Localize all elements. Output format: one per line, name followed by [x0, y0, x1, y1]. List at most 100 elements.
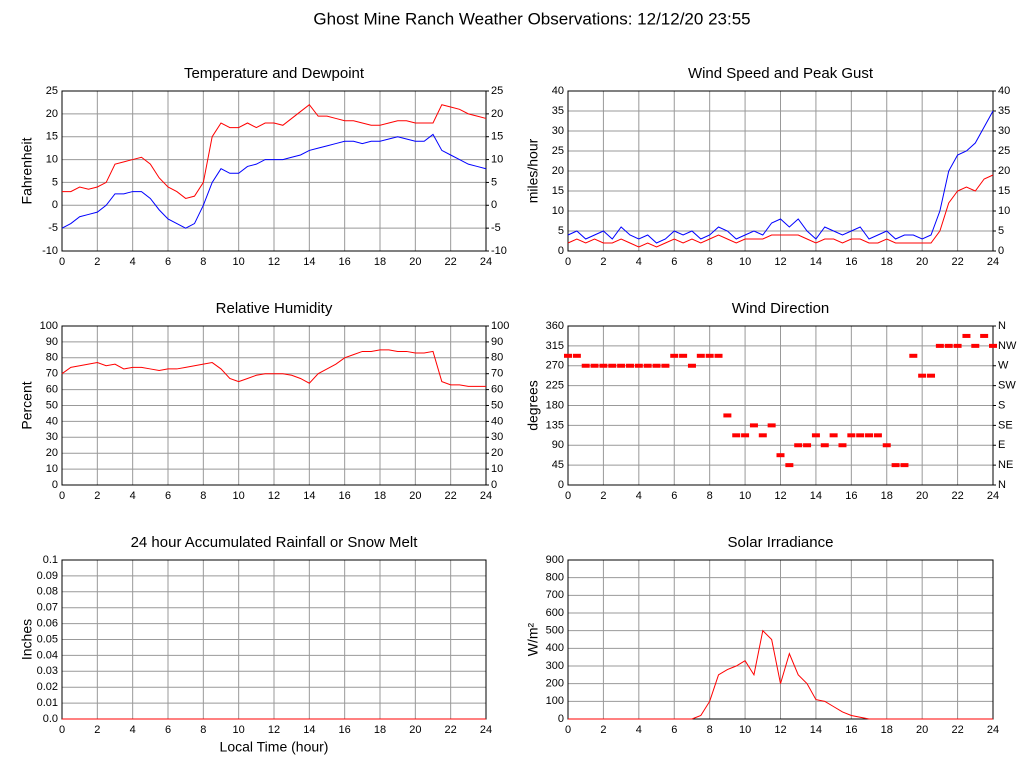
x-tick-label: 18 [881, 490, 893, 502]
y2-tick-label: SE [998, 419, 1013, 431]
x-tick-label: 24 [987, 724, 999, 736]
x-tick-label: 6 [671, 724, 677, 736]
data-line [62, 104, 487, 199]
y-tick-label: 700 [546, 589, 564, 601]
x-tick-label: 12 [268, 490, 280, 502]
x-tick-label: 20 [409, 724, 421, 736]
y-tick-label: 20 [46, 447, 58, 459]
data-point [714, 353, 723, 358]
y-tick-label: 15 [552, 185, 564, 197]
x-tick-label: 4 [130, 724, 136, 736]
y-tick-label: 20 [46, 108, 58, 120]
data-point [670, 353, 679, 358]
x-tick-label: 0 [59, 256, 65, 268]
x-tick-label: 16 [845, 490, 857, 502]
y-tick-label: 0 [52, 199, 58, 211]
x-tick-label: 6 [165, 490, 171, 502]
y-tick-label: 90 [46, 336, 58, 348]
plot-frame [567, 90, 994, 252]
y-tick-label: 0 [558, 245, 564, 257]
data-point [564, 353, 572, 358]
chart-title: Solar Irradiance [728, 534, 834, 551]
y-tick-label: 35 [552, 105, 564, 117]
y2-tick-label: 40 [491, 415, 503, 427]
y-tick-label: 40 [552, 85, 564, 97]
x-tick-label: 14 [810, 490, 822, 502]
data-line [567, 174, 994, 248]
data-point [572, 353, 581, 358]
x-tick-label: 0 [565, 724, 571, 736]
y2-tick-label: 10 [998, 205, 1010, 217]
data-line [567, 110, 994, 244]
x-tick-label: 18 [374, 256, 386, 268]
y-tick-label: -10 [42, 245, 58, 257]
x-tick-label: 4 [130, 256, 136, 268]
x-tick-label: 0 [565, 256, 571, 268]
chart-title: Wind Direction [732, 300, 830, 317]
y-tick-label: 0 [558, 713, 564, 725]
data-point [900, 463, 909, 468]
y2-tick-label: 20 [998, 165, 1010, 177]
x-tick-label: 24 [480, 490, 492, 502]
y-tick-label: 40 [46, 415, 58, 427]
x-tick-label: 10 [233, 490, 245, 502]
x-tick-label: 8 [200, 724, 206, 736]
x-tick-label: 10 [739, 724, 751, 736]
y-tick-label: 0.03 [37, 665, 58, 677]
y2-tick-label: NW [998, 340, 1017, 352]
y-tick-label: 45 [552, 459, 564, 471]
data-point [935, 343, 944, 348]
x-tick-label: 0 [59, 724, 65, 736]
y-tick-label: 0.1 [43, 554, 58, 566]
data-point [767, 423, 776, 428]
y-tick-label: 0.02 [37, 681, 58, 693]
y-tick-label: -5 [48, 222, 58, 234]
y-tick-label: 0.09 [37, 570, 58, 582]
x-tick-label: 2 [600, 490, 606, 502]
data-point [891, 463, 900, 468]
y-tick-label: 80 [46, 352, 58, 364]
data-point [918, 373, 927, 378]
x-tick-label: 2 [600, 724, 606, 736]
data-point [927, 373, 936, 378]
x-tick-label: 12 [268, 724, 280, 736]
data-point [944, 343, 953, 348]
x-tick-label: 4 [636, 256, 642, 268]
plot-frame [61, 325, 487, 486]
data-point [980, 333, 989, 338]
y2-tick-label: 20 [491, 108, 503, 120]
x-tick-label: 16 [339, 724, 351, 736]
y2-tick-label: 40 [998, 85, 1010, 97]
y2-tick-label: 10 [491, 153, 503, 165]
y-tick-label: 100 [40, 320, 58, 332]
x-tick-label: 24 [480, 724, 492, 736]
y2-tick-label: 30 [998, 125, 1010, 137]
data-point [705, 353, 714, 358]
x-tick-label: 14 [303, 490, 315, 502]
data-line [61, 349, 486, 387]
y-tick-label: 360 [546, 320, 564, 332]
data-point [608, 363, 617, 368]
x-tick-label: 2 [94, 724, 100, 736]
x-tick-label: 24 [987, 490, 999, 502]
x-axis-label: Local Time (hour) [220, 739, 329, 755]
y2-tick-label: 100 [491, 320, 509, 332]
x-tick-label: 6 [671, 490, 677, 502]
data-point [599, 363, 608, 368]
data-point [829, 433, 838, 438]
y2-tick-label: 0 [998, 245, 1004, 257]
y2-tick-label: 15 [491, 131, 503, 143]
chart-title: Relative Humidity [216, 300, 333, 317]
x-tick-label: 12 [774, 256, 786, 268]
y-axis-label: Inches [19, 619, 35, 660]
x-tick-label: 2 [94, 256, 100, 268]
y-tick-label: 0.01 [37, 697, 58, 709]
y-tick-label: 0.06 [37, 618, 58, 630]
y2-tick-label: 5 [491, 176, 497, 188]
y-tick-label: 400 [546, 642, 564, 654]
x-tick-label: 18 [374, 724, 386, 736]
x-tick-label: 4 [636, 490, 642, 502]
x-tick-label: 14 [810, 724, 822, 736]
